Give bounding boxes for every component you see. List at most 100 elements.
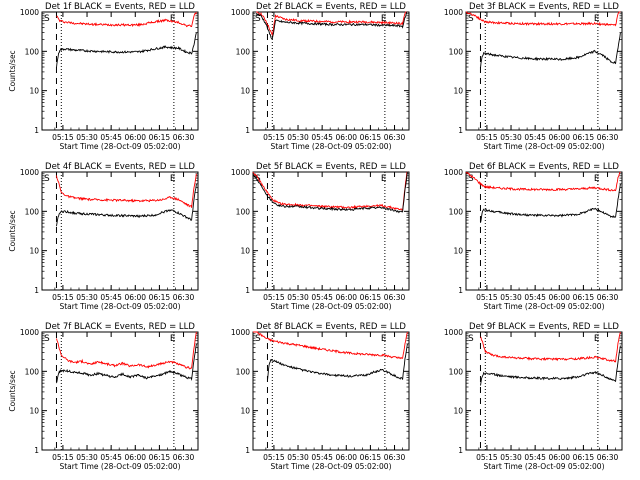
y-tick-label: 10 bbox=[453, 247, 463, 256]
x-tick-label: 06:15 bbox=[360, 453, 382, 462]
x-tick-label: 05:30 bbox=[500, 133, 522, 142]
x-tick-label: 05:30 bbox=[76, 453, 98, 462]
plot-frame bbox=[465, 331, 623, 451]
plot-frame bbox=[465, 11, 623, 131]
end-marker-label: E bbox=[594, 14, 600, 24]
x-tick-label: 05:30 bbox=[500, 453, 522, 462]
x-tick-label: 05:15 bbox=[52, 453, 74, 462]
y-tick-label: 1 bbox=[245, 126, 250, 135]
plot-frame bbox=[252, 171, 410, 291]
start-marker-label: S bbox=[255, 14, 261, 24]
x-axis-label: Start Time (28-Oct-09 05:02:00) bbox=[59, 302, 180, 311]
y-tick-label: 1000 bbox=[231, 8, 250, 17]
x-tick-label: 06:30 bbox=[173, 133, 195, 142]
x-tick-label: 06:00 bbox=[124, 453, 146, 462]
series-line-events bbox=[267, 343, 408, 381]
panel-7: Det 7f BLACK = Events, RED = LLD 1 10 100 10… bbox=[8, 322, 199, 471]
y-tick-label: 10 bbox=[240, 247, 250, 256]
plot-frame bbox=[465, 171, 623, 291]
y-tick-label: 1 bbox=[245, 286, 250, 295]
panel-2: Det 2f BLACK = Events, RED = LLD 1 10 100 10… bbox=[231, 2, 410, 151]
series-line-lld bbox=[252, 171, 408, 211]
y-tick-label: 1000 bbox=[444, 328, 463, 337]
panel-title: Det 5f BLACK = Events, RED = LLD bbox=[256, 162, 406, 172]
series-line-lld bbox=[256, 11, 408, 37]
series-line-lld bbox=[465, 171, 621, 192]
start-marker-label: S bbox=[468, 334, 474, 344]
x-tick-label: 06:30 bbox=[597, 453, 619, 462]
series-line-events bbox=[480, 32, 621, 68]
y-tick-label: 100 bbox=[236, 47, 251, 56]
end-marker-label: E bbox=[594, 174, 600, 184]
x-tick-label: 06:00 bbox=[335, 133, 357, 142]
end-marker-label: E bbox=[381, 334, 387, 344]
y-tick-label: 1000 bbox=[20, 168, 39, 177]
panel-5: Det 5f BLACK = Events, RED = LLD 1 10 100 10… bbox=[231, 162, 410, 311]
x-tick-label: 05:30 bbox=[287, 133, 309, 142]
x-tick-label: 05:45 bbox=[311, 453, 333, 462]
x-tick-label: 05:15 bbox=[476, 453, 498, 462]
series-line-lld bbox=[480, 331, 621, 363]
y-tick-label: 1000 bbox=[444, 8, 463, 17]
x-axis-label: Start Time (28-Oct-09 05:02:00) bbox=[59, 142, 180, 151]
panel-title: Det 6f BLACK = Events, RED = LLD bbox=[469, 162, 619, 172]
end-marker-label: E bbox=[381, 14, 387, 24]
x-tick-label: 05:45 bbox=[100, 133, 122, 142]
panel-8: Det 8f BLACK = Events, RED = LLD 1 10 100 10… bbox=[231, 322, 410, 471]
x-axis-label: Start Time (28-Oct-09 05:02:00) bbox=[270, 462, 391, 471]
x-tick-label: 05:45 bbox=[524, 133, 546, 142]
x-tick-label: 06:30 bbox=[597, 293, 619, 302]
series-line-lld bbox=[253, 331, 408, 360]
end-marker-label: E bbox=[170, 174, 176, 184]
x-tick-label: 06:00 bbox=[335, 293, 357, 302]
y-tick-label: 1000 bbox=[231, 168, 250, 177]
x-tick-label: 06:00 bbox=[548, 133, 570, 142]
x-tick-label: 05:45 bbox=[524, 453, 546, 462]
start-marker-label: S bbox=[468, 174, 474, 184]
x-tick-label: 05:45 bbox=[524, 293, 546, 302]
x-tick-label: 06:00 bbox=[124, 133, 146, 142]
end-marker-label: E bbox=[170, 334, 176, 344]
x-tick-label: 05:30 bbox=[76, 293, 98, 302]
y-tick-label: 1 bbox=[458, 286, 463, 295]
x-tick-label: 06:15 bbox=[573, 453, 595, 462]
series-line-events bbox=[56, 183, 197, 227]
y-tick-label: 10 bbox=[29, 407, 39, 416]
end-marker-label: E bbox=[170, 14, 176, 24]
x-tick-label: 05:15 bbox=[263, 293, 285, 302]
y-tick-label: 10 bbox=[240, 407, 250, 416]
x-tick-label: 06:30 bbox=[173, 453, 195, 462]
y-tick-label: 1 bbox=[34, 446, 39, 455]
series-line-events bbox=[255, 11, 408, 40]
panel-title: Det 4f BLACK = Events, RED = LLD bbox=[45, 162, 195, 172]
x-axis-label: Start Time (28-Oct-09 05:02:00) bbox=[483, 302, 604, 311]
y-tick-label: 1 bbox=[458, 446, 463, 455]
y-tick-label: 1000 bbox=[20, 8, 39, 17]
series-line-lld bbox=[56, 11, 197, 28]
y-tick-label: 10 bbox=[453, 407, 463, 416]
x-tick-label: 06:30 bbox=[384, 453, 406, 462]
panel-4: Det 4f BLACK = Events, RED = LLD 1 10 100 10… bbox=[8, 162, 199, 311]
series-line-events bbox=[480, 183, 621, 223]
y-tick-label: 10 bbox=[453, 87, 463, 96]
series-line-lld bbox=[56, 331, 197, 370]
series-line-events bbox=[56, 32, 197, 68]
series-line-events bbox=[480, 345, 621, 386]
plot-frame bbox=[41, 11, 199, 131]
panel-1: Det 1f BLACK = Events, RED = LLD 1 10 100 10… bbox=[8, 2, 199, 151]
x-tick-label: 06:15 bbox=[149, 293, 171, 302]
panel-title: Det 9f BLACK = Events, RED = LLD bbox=[469, 322, 619, 332]
y-axis-label: Counts/sec bbox=[8, 50, 17, 91]
y-tick-label: 100 bbox=[236, 367, 251, 376]
panel-title: Det 3f BLACK = Events, RED = LLD bbox=[469, 2, 619, 12]
x-axis-label: Start Time (28-Oct-09 05:02:00) bbox=[483, 142, 604, 151]
y-tick-label: 10 bbox=[29, 247, 39, 256]
plot-frame bbox=[41, 171, 199, 291]
x-tick-label: 05:45 bbox=[311, 293, 333, 302]
y-tick-label: 1 bbox=[34, 126, 39, 135]
y-tick-label: 1 bbox=[458, 126, 463, 135]
x-tick-label: 06:15 bbox=[360, 133, 382, 142]
y-tick-label: 1 bbox=[245, 446, 250, 455]
y-tick-label: 1000 bbox=[444, 168, 463, 177]
